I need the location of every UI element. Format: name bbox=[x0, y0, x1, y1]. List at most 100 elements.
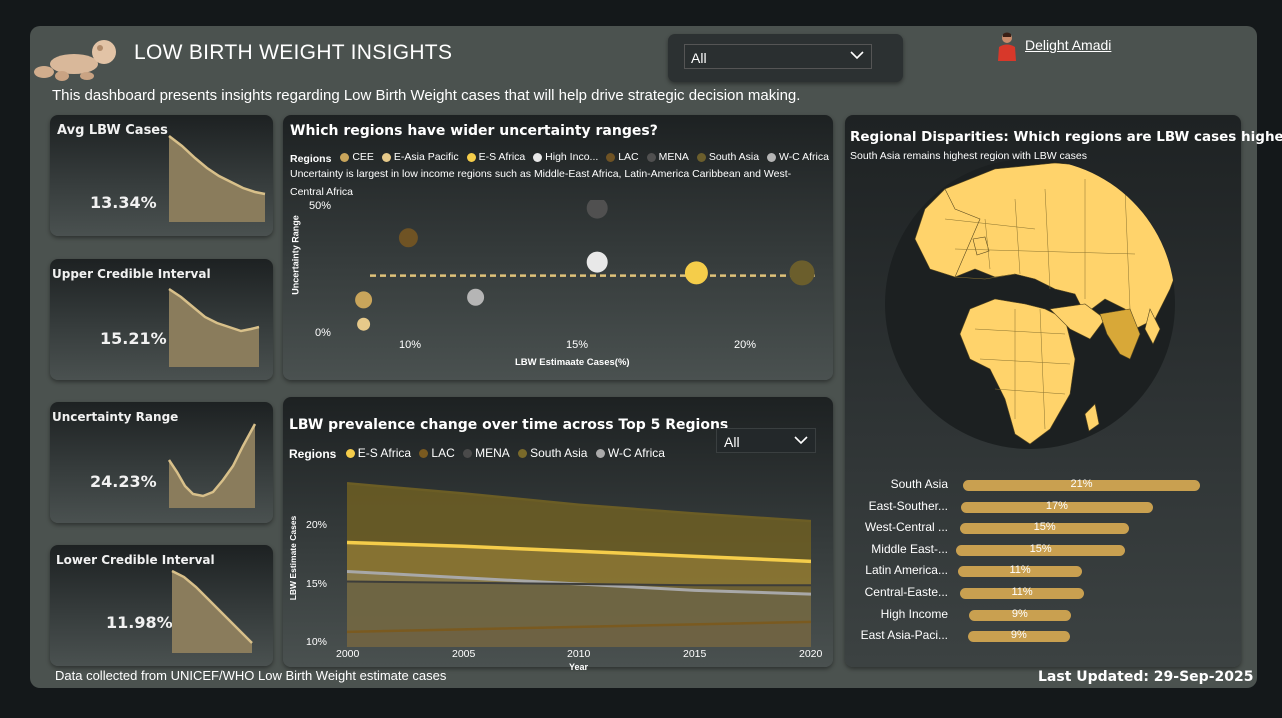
dashboard-subtitle: This dashboard presents insights regardi… bbox=[52, 87, 801, 104]
bar-value-label: 15% bbox=[1029, 542, 1052, 555]
globe-map[interactable] bbox=[885, 159, 1185, 454]
legend-item-label: High Inco... bbox=[545, 151, 599, 163]
scatter-ytick: 0% bbox=[315, 327, 331, 339]
legend-item-es-africa[interactable]: E-S Africa bbox=[466, 151, 526, 163]
legend-item-lac[interactable]: LAC bbox=[606, 151, 639, 163]
bar-mark[interactable] bbox=[956, 544, 1126, 556]
scatter-point[interactable] bbox=[355, 291, 373, 309]
scatter-point[interactable] bbox=[357, 317, 371, 331]
legend-item-label: W-C Africa bbox=[778, 151, 829, 163]
legend-item-label: E-Asia Pacific bbox=[393, 151, 459, 163]
kpi-card-uncertainty: Uncertainty Range 24.23% bbox=[50, 402, 273, 523]
area-series-fill bbox=[347, 621, 811, 647]
area-chart-card: LBW prevalence change over time across T… bbox=[283, 397, 833, 672]
legend-item-label: E-S Africa bbox=[357, 446, 412, 460]
area-xtick: 2005 bbox=[452, 648, 476, 660]
area-legend: Regions E-S Africa LAC MENA South Asia W… bbox=[289, 446, 670, 461]
legend-item-label: E-S Africa bbox=[478, 151, 526, 163]
chevron-down-icon bbox=[849, 47, 865, 66]
footer-source: Data collected from UNICEF/WHO Low Birth… bbox=[55, 668, 447, 683]
legend-item-es-africa[interactable]: E-S Africa bbox=[345, 446, 412, 460]
scatter-xtick: 15% bbox=[566, 339, 589, 351]
bar-mark[interactable] bbox=[963, 480, 1200, 491]
area-xlabel: Year bbox=[569, 662, 589, 672]
kpi-card-upper-ci: Upper Credible Interval 15.21% bbox=[50, 259, 273, 380]
scatter-ylabel: Uncertainty Range bbox=[290, 215, 301, 295]
area-filter-value: All bbox=[724, 434, 740, 450]
legend-item-south-asia[interactable]: South Asia bbox=[518, 446, 587, 460]
bar-value-label: 9% bbox=[1010, 629, 1027, 642]
scatter-xtick: 10% bbox=[399, 339, 422, 351]
region-filter-dropdown[interactable]: All bbox=[684, 44, 872, 69]
scatter-point[interactable] bbox=[398, 228, 418, 248]
legend-item-mena[interactable]: MENA bbox=[646, 151, 689, 163]
dashboard-title: LOW BIRTH WEIGHT INSIGHTS bbox=[134, 41, 453, 64]
area-series-line[interactable] bbox=[347, 482, 811, 523]
region-filter-value: All bbox=[691, 50, 707, 66]
kpi-value: 13.34% bbox=[90, 193, 157, 212]
kpi-title: Upper Credible Interval bbox=[52, 267, 211, 281]
area-series-line[interactable] bbox=[347, 540, 811, 564]
area-ytick: 15% bbox=[306, 578, 328, 590]
scatter-legend: Regions CEE E-Asia Pacific E-S Africa Hi… bbox=[290, 151, 834, 165]
bar-category-label: Latin America... bbox=[865, 563, 948, 578]
legend-item-label: CEE bbox=[352, 151, 374, 163]
legend-item-east-asia-pacific[interactable]: E-Asia Pacific bbox=[381, 151, 459, 163]
area-filter-dropdown[interactable]: All bbox=[716, 428, 816, 453]
area-ylabel: LBW Estimate Cases bbox=[288, 515, 298, 601]
chevron-down-icon bbox=[793, 432, 809, 451]
map-title: Regional Disparities: Which regions are … bbox=[850, 129, 1282, 145]
legend-item-label: LAC bbox=[431, 446, 455, 460]
area-xtick: 2015 bbox=[683, 648, 707, 660]
bar-value-label: 21% bbox=[1070, 478, 1093, 490]
scatter-note: Uncertainty is largest in low income reg… bbox=[290, 168, 792, 198]
scatter-point[interactable] bbox=[467, 288, 485, 306]
legend-item-label: MENA bbox=[658, 151, 689, 163]
legend-item-mena[interactable]: MENA bbox=[463, 446, 510, 460]
legend-item-label: LAC bbox=[618, 151, 639, 163]
scatter-point[interactable] bbox=[684, 261, 708, 285]
legend-item-south-asia[interactable]: South Asia bbox=[696, 151, 759, 163]
kpi-sparkline bbox=[168, 135, 266, 222]
scatter-title: Which regions have wider uncertainty ran… bbox=[290, 123, 658, 139]
kpi-sparkline bbox=[171, 569, 253, 653]
bar-category-label: South Asia bbox=[890, 477, 948, 491]
legend-label: Regions bbox=[290, 152, 332, 165]
user-name-link[interactable]: Delight Amadi bbox=[1025, 37, 1112, 53]
kpi-sparkline bbox=[167, 423, 257, 508]
area-plot-area bbox=[347, 482, 811, 647]
bar-mark[interactable] bbox=[961, 501, 1153, 513]
bar-mark[interactable] bbox=[958, 566, 1083, 578]
legend-item-wc-africa[interactable]: W-C Africa bbox=[766, 151, 829, 163]
scatter-point[interactable] bbox=[789, 260, 815, 286]
area-ytick: 10% bbox=[306, 636, 328, 648]
user-avatar bbox=[995, 31, 1019, 61]
map-card: Regional Disparities: Which regions are … bbox=[845, 115, 1282, 667]
bar-category-label: East Asia-Paci... bbox=[860, 628, 948, 643]
legend-item-lac[interactable]: LAC bbox=[419, 446, 455, 460]
area-series-line[interactable] bbox=[347, 580, 811, 587]
scatter-point[interactable] bbox=[586, 251, 608, 273]
bar-mark[interactable] bbox=[969, 609, 1071, 621]
area-series-line[interactable] bbox=[347, 620, 811, 634]
scatter-card: Which regions have wider uncertainty ran… bbox=[283, 115, 833, 380]
legend-item-high-income[interactable]: High Inco... bbox=[533, 151, 598, 163]
bar-value-label: 11% bbox=[1009, 564, 1031, 577]
legend-item-cee[interactable]: CEE bbox=[340, 151, 374, 163]
bar-mark[interactable] bbox=[960, 588, 1085, 599]
kpi-title: Uncertainty Range bbox=[52, 410, 179, 424]
legend-item-wc-africa[interactable]: W-C Africa bbox=[595, 446, 665, 460]
scatter-xlabel: LBW Estimaate Cases(%) bbox=[515, 357, 630, 368]
kpi-value: 11.98% bbox=[106, 613, 173, 632]
area-xtick: 2010 bbox=[567, 648, 591, 660]
area-xtick: 2000 bbox=[336, 648, 360, 660]
scatter-point[interactable] bbox=[586, 200, 608, 219]
legend-item-label: South Asia bbox=[530, 446, 588, 460]
kpi-card-avg-lbw: Avg LBW Cases 13.34% bbox=[50, 115, 273, 236]
bar-value-label: 9% bbox=[1011, 607, 1028, 620]
bar-mark[interactable] bbox=[960, 523, 1130, 535]
bar-mark[interactable] bbox=[968, 631, 1070, 643]
map-subtitle: South Asia remains highest region with L… bbox=[850, 150, 1087, 162]
area-series-fill bbox=[347, 581, 811, 647]
kpi-title: Lower Credible Interval bbox=[56, 553, 215, 567]
